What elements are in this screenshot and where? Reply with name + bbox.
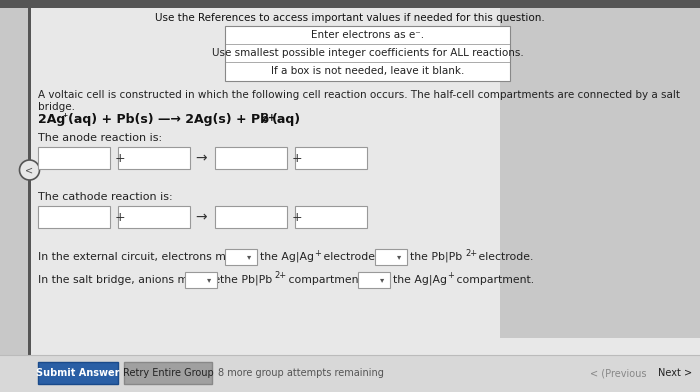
Bar	[358, 272, 390, 288]
Bar	[38, 206, 110, 228]
Text: ▾: ▾	[247, 252, 251, 261]
Text: A voltaic cell is constructed in which the following cell reaction occurs. The h: A voltaic cell is constructed in which t…	[38, 90, 680, 112]
Text: 8 more group attempts remaining: 8 more group attempts remaining	[218, 368, 384, 378]
Text: +: +	[115, 211, 125, 223]
Text: electrode.: electrode.	[475, 252, 533, 262]
Text: 2Ag: 2Ag	[38, 113, 65, 126]
Text: 2+: 2+	[274, 272, 286, 281]
Text: +: +	[292, 211, 302, 223]
Text: ▾: ▾	[380, 276, 384, 285]
Text: 2+: 2+	[465, 249, 477, 258]
Bar	[295, 206, 367, 228]
Text: +: +	[314, 249, 321, 258]
Text: If a box is not needed, leave it blank.: If a box is not needed, leave it blank.	[271, 66, 464, 76]
Text: Enter electrons as e⁻.: Enter electrons as e⁻.	[311, 30, 424, 40]
Text: 2+: 2+	[261, 113, 276, 123]
Text: < (Previous: < (Previous	[590, 368, 647, 378]
Bar	[215, 206, 287, 228]
Bar	[215, 147, 287, 169]
Text: the Pb|Pb: the Pb|Pb	[410, 252, 462, 262]
Text: Retry Entire Group: Retry Entire Group	[122, 368, 214, 378]
Text: +: +	[115, 151, 125, 165]
Bar	[500, 8, 700, 338]
Text: the Ag|Ag: the Ag|Ag	[260, 252, 314, 262]
Text: the Ag|Ag: the Ag|Ag	[393, 275, 447, 285]
Text: In the salt bridge, anions migrate: In the salt bridge, anions migrate	[38, 275, 220, 285]
Text: ▾: ▾	[397, 252, 401, 261]
Text: Use smallest possible integer coefficients for ALL reactions.: Use smallest possible integer coefficien…	[211, 48, 524, 58]
Text: compartment: compartment	[285, 275, 363, 285]
Bar	[225, 249, 257, 265]
Text: ⁺: ⁺	[62, 113, 67, 123]
Text: (aq) + Pb(s) —→ 2Ag(s) + Pb: (aq) + Pb(s) —→ 2Ag(s) + Pb	[68, 113, 269, 126]
Text: <: <	[25, 165, 34, 175]
Circle shape	[20, 160, 39, 180]
Bar	[0, 355, 700, 392]
Text: The cathode reaction is:: The cathode reaction is:	[38, 192, 173, 202]
Bar	[118, 147, 190, 169]
Text: +: +	[292, 151, 302, 165]
Text: Submit Answer: Submit Answer	[36, 368, 120, 378]
Bar	[28, 0, 31, 392]
Text: +: +	[447, 272, 454, 281]
Bar	[225, 26, 510, 81]
Text: compartment.: compartment.	[453, 275, 534, 285]
Bar	[295, 147, 367, 169]
Text: ▾: ▾	[207, 276, 211, 285]
Bar	[185, 272, 217, 288]
Text: the Pb|Pb: the Pb|Pb	[220, 275, 272, 285]
Bar	[0, 0, 28, 392]
Text: Use the References to access important values if needed for this question.: Use the References to access important v…	[155, 13, 545, 23]
Bar	[38, 147, 110, 169]
Text: (aq): (aq)	[272, 113, 301, 126]
Text: In the external circuit, electrons migrate: In the external circuit, electrons migra…	[38, 252, 258, 262]
Bar	[124, 362, 212, 384]
Text: →: →	[195, 210, 206, 224]
Text: Next >: Next >	[658, 368, 692, 378]
Bar	[38, 362, 118, 384]
Bar	[0, 0, 700, 8]
Text: →: →	[195, 151, 206, 165]
Text: The anode reaction is:: The anode reaction is:	[38, 133, 162, 143]
Text: electrode: electrode	[320, 252, 375, 262]
Bar	[375, 249, 407, 265]
Bar	[118, 206, 190, 228]
